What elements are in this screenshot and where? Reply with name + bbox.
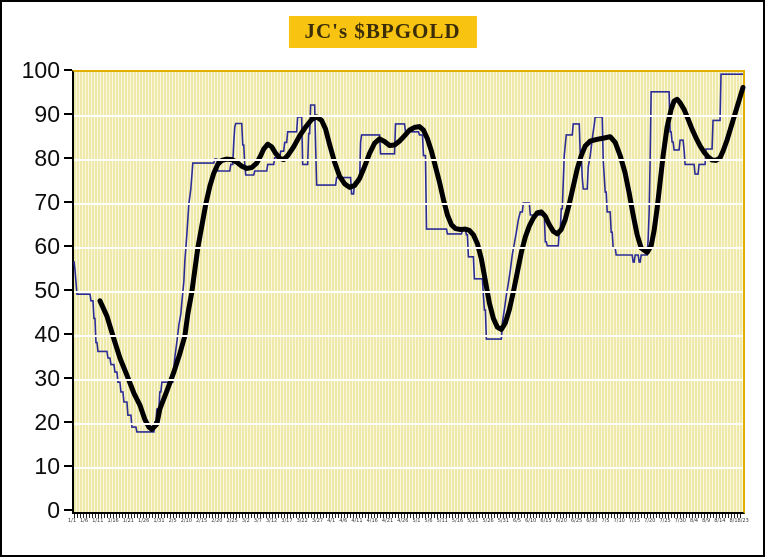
x-axis-label: 7/5 bbox=[601, 518, 610, 524]
x-axis-label: 4/16 bbox=[366, 518, 378, 524]
x-axis-label: 1/6 bbox=[80, 518, 89, 524]
y-axis-tick bbox=[64, 289, 72, 291]
horizontal-gridline bbox=[74, 335, 743, 337]
x-axis-label: 8/4 bbox=[690, 518, 699, 524]
bpgold-daily-line bbox=[73, 73, 743, 433]
y-axis-tick bbox=[64, 69, 72, 71]
x-axis-label: 4/11 bbox=[351, 518, 363, 524]
x-axis-label: 1/21 bbox=[122, 518, 134, 524]
x-axis-label: 4/26 bbox=[397, 518, 409, 524]
x-axis-minor-ticks bbox=[74, 514, 743, 518]
x-axis-label: 7/10 bbox=[613, 518, 625, 524]
x-axis-label: 8/9 bbox=[702, 518, 711, 524]
chart-title: JC's $BPGOLD bbox=[288, 16, 477, 48]
x-axis-label: 1/16 bbox=[107, 518, 119, 524]
y-axis-label-20: 20 bbox=[34, 409, 60, 435]
y-axis-label-70: 70 bbox=[34, 189, 60, 215]
x-axis-label: 6/20 bbox=[555, 518, 567, 524]
x-axis-label: 8/14 bbox=[714, 518, 726, 524]
x-axis-label: 6/25 bbox=[570, 518, 583, 524]
x-axis-label: 2/5 bbox=[168, 518, 177, 524]
x-axis-label: 5/16 bbox=[451, 518, 464, 524]
x-axis-label: 6/5 bbox=[513, 518, 522, 524]
x-axis-label: 2/10 bbox=[180, 518, 192, 524]
y-axis-tick bbox=[64, 333, 72, 335]
x-axis-label: 3/17 bbox=[281, 518, 293, 524]
y-axis-tick bbox=[64, 201, 72, 203]
x-axis-label: 6/30 bbox=[586, 518, 598, 524]
x-axis-label: 2/20 bbox=[211, 518, 223, 524]
y-axis-label-40: 40 bbox=[34, 321, 60, 347]
y-axis-tick bbox=[64, 113, 72, 115]
horizontal-gridline bbox=[74, 467, 743, 469]
x-axis-label: 2/15 bbox=[195, 518, 208, 524]
y-axis-tick bbox=[64, 465, 72, 467]
horizontal-gridline bbox=[74, 115, 743, 117]
horizontal-gridline bbox=[74, 291, 743, 293]
x-axis-label: 3/2 bbox=[241, 518, 250, 524]
y-axis-tick bbox=[64, 157, 72, 159]
x-axis-label: 5/26 bbox=[482, 518, 494, 524]
x-axis-label: 6/10 bbox=[525, 518, 537, 524]
y-axis-tick bbox=[64, 377, 72, 379]
y-axis-label-0: 0 bbox=[47, 497, 60, 523]
chart-plot-area bbox=[72, 70, 746, 514]
x-axis-label: 4/6 bbox=[339, 518, 348, 524]
y-axis-label-10: 10 bbox=[34, 453, 60, 479]
x-axis-label: 4/21 bbox=[381, 518, 394, 524]
x-axis-label: 3/7 bbox=[253, 518, 262, 524]
y-axis-label-60: 60 bbox=[34, 233, 60, 259]
x-axis-labels: 1/1 1/6 1/11 1/16 1/21 1/26 1/31 2/5 2/10 2/15 2/2… bbox=[68, 518, 749, 527]
x-axis-label: 5/6 bbox=[424, 518, 433, 524]
horizontal-gridline bbox=[74, 379, 743, 381]
horizontal-gridline bbox=[74, 247, 743, 249]
x-axis-label: 1/26 bbox=[138, 518, 150, 524]
y-axis-label-50: 50 bbox=[34, 277, 60, 303]
x-axis-label: 6/15 bbox=[540, 518, 552, 524]
y-axis-label-30: 30 bbox=[34, 365, 60, 391]
horizontal-gridline bbox=[74, 423, 743, 425]
x-axis-label: 5/11 bbox=[436, 518, 448, 524]
bpgold-smoothed-line bbox=[97, 84, 746, 432]
x-axis-label: 3/27 bbox=[311, 518, 324, 524]
x-axis-label: 1/31 bbox=[153, 518, 165, 524]
y-axis-label-90: 90 bbox=[34, 101, 60, 127]
x-axis-label: 1/11 bbox=[92, 518, 104, 524]
x-axis-label: 7/25 bbox=[659, 518, 671, 524]
x-axis-label: 7/15 bbox=[628, 518, 641, 524]
y-axis-label-100: 100 bbox=[21, 57, 60, 83]
y-axis-tick bbox=[64, 509, 72, 511]
x-axis-label: 2/25 bbox=[226, 518, 238, 524]
x-axis-label: 7/20 bbox=[644, 518, 656, 524]
x-axis-label: 8/18/23 bbox=[729, 518, 749, 524]
x-axis-label: 7/30 bbox=[674, 518, 686, 524]
y-axis-label-80: 80 bbox=[34, 145, 60, 171]
x-axis-label: 5/21 bbox=[467, 518, 479, 524]
x-axis-label: 5/1 bbox=[412, 518, 421, 524]
x-axis-label: 3/22 bbox=[296, 518, 308, 524]
x-axis-label: 5/31 bbox=[497, 518, 509, 524]
horizontal-gridline bbox=[74, 159, 743, 161]
x-axis-label: 1/1 bbox=[68, 518, 77, 524]
y-axis-tick bbox=[64, 245, 72, 247]
chart-canvas bbox=[73, 73, 746, 433]
x-axis-label: 3/12 bbox=[266, 518, 278, 524]
horizontal-gridline bbox=[74, 203, 743, 205]
y-axis-tick bbox=[64, 421, 72, 423]
x-axis-label: 4/1 bbox=[327, 518, 336, 524]
